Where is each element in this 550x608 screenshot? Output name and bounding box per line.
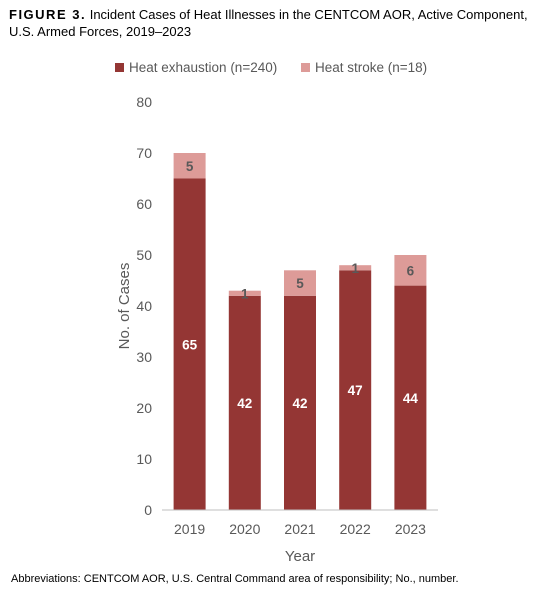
y-tick-label-30: 30 — [136, 349, 152, 365]
legend-swatch-1 — [115, 63, 124, 72]
data-label-2021-heat-stroke: 5 — [296, 276, 304, 291]
bar-2019-heat-exhaustion — [173, 178, 206, 510]
data-label-2022-heat-stroke: 1 — [351, 261, 359, 276]
bar-2019-heat-stroke — [173, 153, 206, 179]
y-tick-label-40: 40 — [136, 298, 152, 314]
data-label-2023-heat-exhaustion: 44 — [403, 391, 419, 406]
legend-label-1: Heat exhaustion (n=240) — [129, 60, 277, 75]
y-tick-label-10: 10 — [136, 451, 152, 467]
data-label-2022-heat-exhaustion: 47 — [348, 383, 363, 398]
x-tick-label-2020: 2020 — [229, 521, 260, 537]
bar-2023-heat-exhaustion — [394, 285, 427, 510]
legend-swatch-2 — [301, 63, 310, 72]
bar-2021-heat-exhaustion — [284, 295, 316, 510]
stacked-bar-chart: Heat exhaustion (n=240) Heat stroke (n=18… — [115, 60, 438, 565]
x-tick-label-2022: 2022 — [340, 521, 371, 537]
bar-2023-heat-stroke — [394, 255, 427, 286]
x-axis-title: Year — [285, 548, 315, 565]
data-label-2023-heat-stroke: 6 — [407, 263, 415, 278]
legend-label-2: Heat stroke (n=18) — [315, 60, 427, 75]
figure-title: Incident Cases of Heat Illnesses in the … — [9, 7, 528, 39]
y-tick-label-20: 20 — [136, 400, 152, 416]
x-tick-label-2021: 2021 — [284, 521, 315, 537]
data-label-2020-heat-exhaustion: 42 — [237, 396, 252, 411]
y-tick-label-50: 50 — [136, 247, 152, 263]
bar-2021-heat-stroke — [284, 270, 316, 296]
bar-2020-heat-exhaustion — [228, 295, 261, 510]
y-axis-title: No. of Cases — [116, 263, 133, 350]
bar-2022-heat-stroke — [339, 265, 372, 271]
data-label-2020-heat-stroke: 1 — [241, 286, 249, 301]
abbreviations-footnote: Abbreviations: CENTCOM AOR, U.S. Central… — [11, 573, 459, 585]
data-label-2019-heat-stroke: 5 — [186, 159, 194, 174]
x-tick-label-2023: 2023 — [395, 521, 426, 537]
y-tick-label-60: 60 — [136, 196, 152, 212]
bar-2022-heat-exhaustion — [339, 270, 372, 510]
figure-label: FIGURE 3. — [9, 7, 87, 22]
y-tick-label-0: 0 — [144, 502, 152, 518]
data-label-2021-heat-exhaustion: 42 — [292, 396, 307, 411]
bar-2020-heat-stroke — [228, 290, 261, 296]
figure-caption: FIGURE 3. Incident Cases of Heat Illness… — [9, 6, 545, 40]
y-tick-label-80: 80 — [136, 94, 152, 110]
y-tick-label-70: 70 — [136, 145, 152, 161]
data-label-2019-heat-exhaustion: 65 — [182, 337, 198, 352]
x-tick-label-2019: 2019 — [174, 521, 205, 537]
